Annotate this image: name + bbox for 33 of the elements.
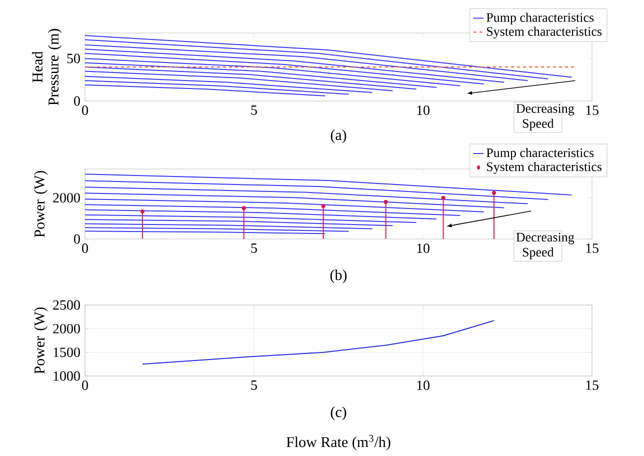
x-tick-label: 10 [417, 106, 430, 115]
x-tick-label: 5 [251, 380, 257, 390]
x-tick-label: 5 [251, 244, 257, 253]
text: (a) [330, 130, 346, 144]
y-axis-title: Power (W) [34, 307, 48, 374]
y-tick-label: 2000 [53, 324, 80, 334]
legend-label: Pump characteristics [486, 12, 594, 25]
text: (c) [330, 406, 346, 420]
y-tick-label: 0 [74, 234, 80, 244]
legend-label: System characteristics [487, 26, 602, 39]
y-tick-label: 2000 [53, 193, 80, 203]
y-tick-label: 50 [67, 54, 80, 64]
x-axis-title: Flow Rate (m$^{3}$/h) [286, 434, 390, 450]
legend-label: System characteristics [487, 162, 602, 174]
x-tick-label: 10 [417, 380, 430, 390]
x-tick-label: 0 [82, 380, 88, 390]
y-axis-title: Head Pressure (m) [32, 28, 62, 106]
text: (b) [330, 270, 347, 284]
text: Decreasing Speed [516, 104, 574, 130]
x-tick-label: 10 [417, 244, 430, 253]
x-tick-label: 0 [82, 244, 88, 253]
y-tick-label: 1500 [54, 348, 80, 358]
annotation: Decreasing Speed [516, 232, 574, 260]
x-tick-label: 5 [251, 106, 257, 115]
x-tick-label: 15 [586, 244, 598, 253]
x-tick-label: 15 [586, 106, 598, 115]
y-tick-label: 1000 [54, 371, 80, 381]
y-tick-label: 2500 [53, 300, 80, 310]
legend-label: Pump characteristics [486, 148, 594, 160]
x-tick-label: 15 [586, 380, 598, 390]
x-tick-label: 0 [82, 106, 88, 115]
y-tick-label: 0 [74, 96, 80, 106]
y-axis-title: Power (W) [34, 170, 48, 238]
